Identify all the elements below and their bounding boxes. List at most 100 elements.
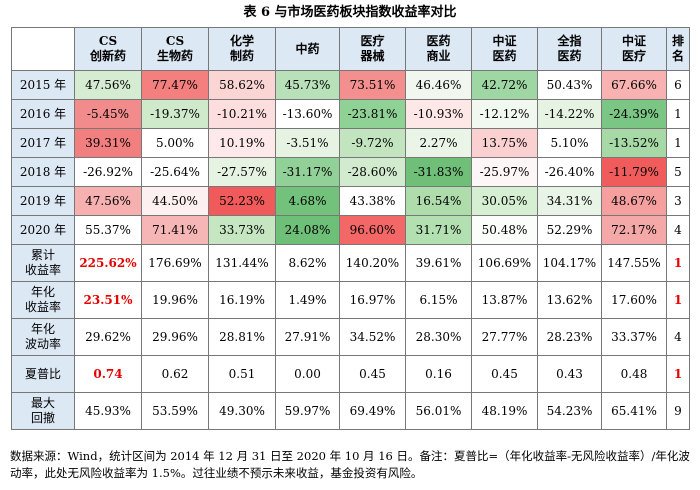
value-cell: 104.17% (537, 244, 602, 282)
rank-cell: 1 (666, 128, 690, 158)
value-cell: 52.29% (537, 215, 602, 245)
row-label-line: 累计 (30, 248, 55, 262)
value-cell: 58.62% (208, 70, 276, 100)
value-cell: 71.41% (141, 215, 209, 245)
value-cell: -12.12% (471, 99, 538, 129)
value-cell: 0.51 (208, 355, 276, 393)
value-cell: 16.97% (339, 281, 406, 319)
value-cell: 16.54% (405, 186, 472, 216)
value-cell: 19.96% (141, 281, 209, 319)
row-label: 2016 年 (11, 99, 75, 129)
value-cell: 0.16 (405, 355, 472, 393)
column-header-line: 医药 (557, 49, 582, 63)
column-header: 化学 制药 (208, 27, 276, 71)
column-header-line: 化学 (229, 34, 254, 48)
value-cell: 31.71% (405, 215, 472, 245)
value-cell: -25.64% (141, 157, 209, 187)
column-header-line: 医疗 (360, 34, 385, 48)
value-cell: 0.43 (537, 355, 602, 393)
value-cell: 2.27% (405, 128, 472, 158)
value-cell: 28.30% (405, 318, 472, 356)
value-cell: -23.81% (339, 99, 406, 129)
value-cell: 147.55% (601, 244, 667, 282)
value-cell: 39.61% (405, 244, 472, 282)
header-row: CS 创新药 CS 生物药 化学 制药 中药 医疗 器械 医药 商业 中证 医药 全指 医药 中证 医疗排名 (11, 27, 690, 71)
rank-cell: 1 (666, 355, 690, 393)
column-header-line: 商业 (426, 49, 451, 63)
value-cell: 0.45 (339, 355, 406, 393)
value-cell: 67.66% (601, 70, 667, 100)
column-header-line: 中证 (621, 34, 646, 48)
column-header: 中证 医药 (471, 27, 538, 71)
value-cell: 1.49% (275, 281, 340, 319)
column-header-line: 名 (671, 49, 684, 63)
row-label: 累计 收益率 (11, 244, 75, 282)
column-header: CS 创新药 (74, 27, 142, 71)
value-cell: -10.21% (208, 99, 276, 129)
row-label-line: 收益率 (24, 263, 61, 277)
value-cell: 55.37% (74, 215, 142, 245)
value-cell: 48.19% (471, 392, 538, 430)
value-cell: -3.51% (275, 128, 340, 158)
corner-cell (11, 27, 75, 71)
value-cell: 50.48% (471, 215, 538, 245)
value-cell: 45.73% (275, 70, 340, 100)
value-cell: 13.62% (537, 281, 602, 319)
row-label: 夏普比 (11, 355, 75, 393)
footnote: 数据来源：Wind，统计区间为 2014 年 12 月 31 日至 2020 年… (10, 449, 690, 480)
rank-cell: 1 (666, 99, 690, 129)
value-cell: -9.72% (339, 128, 406, 158)
column-header-line: 创新药 (89, 49, 126, 63)
value-cell: 56.01% (405, 392, 472, 430)
value-cell: 28.23% (537, 318, 602, 356)
column-header-line: CS (98, 34, 118, 48)
row-label: 2017 年 (11, 128, 75, 158)
value-cell: 16.19% (208, 281, 276, 319)
value-cell: -11.79% (601, 157, 667, 187)
value-cell: 52.23% (208, 186, 276, 216)
value-cell: 42.72% (471, 70, 538, 100)
value-cell: 0.74 (74, 355, 142, 393)
value-cell: -27.57% (208, 157, 276, 187)
row-label-line: 2016 年 (19, 106, 67, 121)
table-title: 表 6 与市场医药板块指数收益率对比 (243, 5, 457, 20)
value-cell: -28.60% (339, 157, 406, 187)
value-cell: 34.31% (537, 186, 602, 216)
value-cell: 140.20% (339, 244, 406, 282)
value-cell: 23.51% (74, 281, 142, 319)
value-cell: -31.83% (405, 157, 472, 187)
column-header-line: 中证 (492, 34, 517, 48)
value-cell: 50.43% (537, 70, 602, 100)
value-cell: 47.56% (74, 70, 142, 100)
row-label-line: 夏普比 (24, 366, 61, 381)
rank-cell: 5 (666, 157, 690, 187)
value-cell: 34.52% (339, 318, 406, 356)
value-cell: 131.44% (208, 244, 276, 282)
value-cell: 13.87% (471, 281, 538, 319)
column-header-line: 医疗 (621, 49, 646, 63)
value-cell: 59.97% (275, 392, 340, 430)
column-header: 医疗 器械 (339, 27, 406, 71)
table-body: 2015 年 47.56% 77.47% 58.62% 45.73% 73.51% 46.4… (11, 70, 690, 430)
table-row: 夏普比 0.74 0.62 0.51 0.00 0.45 0.16 0.45 0.43 0.48 1 (11, 355, 690, 393)
row-label-line: 回撤 (30, 411, 55, 425)
row-label: 2019 年 (11, 186, 75, 216)
value-cell: 96.60% (339, 215, 406, 245)
table-row: 2019 年 47.56% 44.50% 52.23% 4.68% 43.38% 16.54… (11, 186, 690, 216)
column-header-line: 医药 (426, 34, 451, 48)
value-cell: 176.69% (141, 244, 209, 282)
value-cell: 69.49% (339, 392, 406, 430)
value-cell: 4.68% (275, 186, 340, 216)
value-cell: 27.91% (275, 318, 340, 356)
value-cell: 73.51% (339, 70, 406, 100)
row-label-line: 2018 年 (19, 164, 67, 179)
value-cell: 6.15% (405, 281, 472, 319)
value-cell: 0.48 (601, 355, 667, 393)
value-cell: 29.62% (74, 318, 142, 356)
table-row: 年化 波动率 29.62% 29.96% 28.81% 27.91% 34.52% 28.30… (11, 318, 690, 356)
value-cell: -24.39% (601, 99, 667, 129)
value-cell: 33.37% (601, 318, 667, 356)
value-cell: 0.45 (471, 355, 538, 393)
column-header-line: 医药 (492, 49, 517, 63)
value-cell: -26.40% (537, 157, 602, 187)
